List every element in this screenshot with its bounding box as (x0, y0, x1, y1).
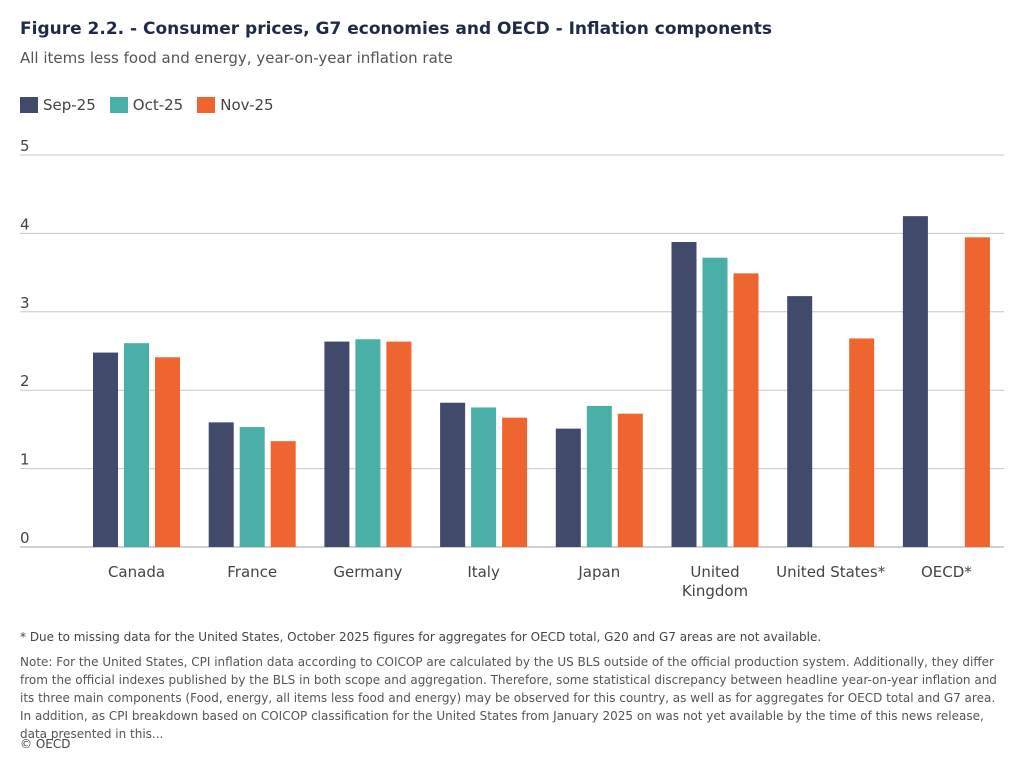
chart-title: Figure 2.2. - Consumer prices, G7 econom… (20, 19, 773, 39)
copyright: © OECD (20, 737, 71, 751)
bar-united-states-nov-25[interactable]: Nov-25 United States*: 2.66 (849, 338, 875, 547)
x-category-label-line: France (227, 563, 277, 581)
bar-italy-oct-25[interactable]: Oct-25 Italy: 1.78 (471, 407, 497, 547)
x-category-label: Japan (577, 563, 620, 581)
legend-item-nov-25[interactable]: Nov-25 (197, 96, 274, 114)
legend-label-nov-25: Nov-25 (220, 96, 274, 114)
legend-swatch-oct-25 (109, 97, 128, 113)
bar-france-oct-25[interactable]: Oct-25 France: 1.53 (239, 427, 265, 547)
footnote: * Due to missing data for the United Sta… (20, 630, 822, 644)
bar-italy-nov-25[interactable]: Nov-25 Italy: 1.65 (502, 417, 528, 547)
note: Note: For the United States, CPI inflati… (20, 655, 997, 741)
bar-chart: 0 1 2 3 4 5 Sep-25 Canada: 2.48Oct-25 Canada:… (20, 137, 1004, 600)
y-tick-label: 5 (20, 137, 30, 155)
bar-japan-sep-25[interactable]: Sep-25 Japan: 1.51 (555, 428, 581, 547)
x-category-label: Canada (108, 563, 165, 581)
x-category-label-line: United States* (776, 563, 886, 581)
legend-swatch-nov-25 (197, 97, 216, 113)
bar-united-states-sep-25[interactable]: Sep-25 United States*: 3.2 (787, 296, 813, 547)
x-category-label-line: United (690, 563, 739, 581)
bar-germany-nov-25[interactable]: Nov-25 Germany: 2.62 (386, 341, 412, 547)
bar-japan-oct-25[interactable]: Oct-25 Japan: 1.8 (586, 405, 612, 547)
bar-germany-oct-25[interactable]: Oct-25 Germany: 2.65 (355, 339, 381, 547)
bar-canada-oct-25[interactable]: Oct-25 Canada: 2.6 (124, 343, 149, 547)
bar-united-kingdom-oct-25[interactable]: Oct-25 United Kingdom: 3.69 (702, 257, 728, 547)
x-axis-labels: Canada France Germany Italy Japan United Kingd… (108, 563, 972, 600)
legend-item-oct-25[interactable]: Oct-25 (109, 96, 184, 114)
legend-swatch-sep-25 (20, 97, 38, 113)
y-axis-ticks: 0 1 2 3 4 5 (20, 137, 30, 547)
y-tick-label: 1 (20, 451, 30, 469)
bar-canada-sep-25[interactable]: Sep-25 Canada: 2.48 (93, 352, 118, 547)
x-category-label: OECD* (921, 563, 972, 581)
y-tick-label: 3 (20, 294, 30, 312)
x-category-label: United States* (776, 563, 886, 581)
bar-oecd-sep-25[interactable]: Sep-25 OECD*: 4.22 (902, 216, 928, 547)
x-category-label-line: Italy (467, 563, 500, 581)
legend-label-sep-25: Sep-25 (43, 96, 96, 114)
y-tick-label: 0 (20, 529, 30, 547)
legend-label-oct-25: Oct-25 (132, 96, 184, 114)
legend: Sep-25 Oct-25 Nov-25 (20, 96, 274, 114)
x-category-label: United Kingdom (682, 563, 748, 600)
x-category-label-line: OECD* (921, 563, 972, 581)
bar-japan-nov-25[interactable]: Nov-25 Japan: 1.7 (617, 413, 643, 547)
x-category-label: Germany (333, 563, 402, 581)
legend-item-sep-25[interactable]: Sep-25 (20, 96, 96, 114)
gridlines (20, 154, 1004, 548)
bar-italy-sep-25[interactable]: Sep-25 Italy: 1.84 (440, 402, 466, 547)
x-category-label: Italy (467, 563, 500, 581)
y-tick-label: 4 (20, 215, 30, 233)
x-category-label: France (227, 563, 277, 581)
bar-oecd-nov-25[interactable]: Nov-25 OECD*: 3.95 (964, 237, 990, 547)
chart-subtitle: All items less food and energy, year-on-… (20, 49, 453, 67)
bar-united-kingdom-nov-25[interactable]: Nov-25 United Kingdom: 3.49 (733, 273, 759, 547)
bar-germany-sep-25[interactable]: Sep-25 Germany: 2.62 (324, 341, 350, 547)
bar-united-kingdom-sep-25[interactable]: Sep-25 United Kingdom: 3.89 (671, 242, 697, 548)
bars: Sep-25 Canada: 2.48Oct-25 Canada: 2.6Nov… (93, 216, 990, 548)
bar-france-sep-25[interactable]: Sep-25 France: 1.59 (208, 422, 234, 547)
x-category-label-line: Japan (577, 563, 620, 581)
bar-canada-nov-25[interactable]: Nov-25 Canada: 2.42 (155, 357, 180, 547)
x-category-label-line: Canada (108, 563, 165, 581)
x-category-label-line: Germany (333, 563, 402, 581)
x-category-label-line: Kingdom (682, 582, 748, 600)
bar-france-nov-25[interactable]: Nov-25 France: 1.35 (270, 441, 296, 547)
y-tick-label: 2 (20, 372, 30, 390)
